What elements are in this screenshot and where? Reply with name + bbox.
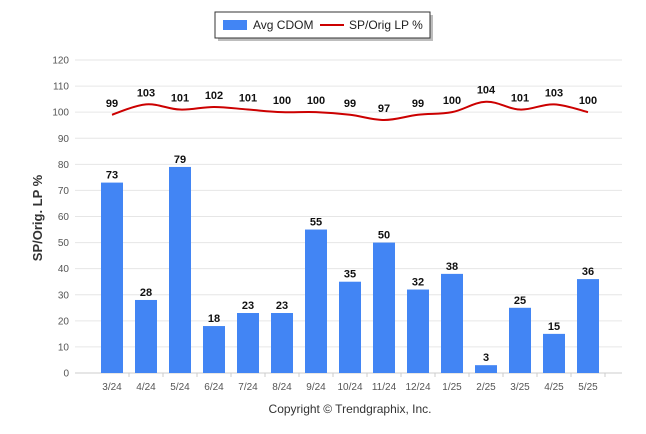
bar-4-25 <box>543 333 565 373</box>
bar-data-label: 25 <box>514 295 526 307</box>
line-data-label: 103 <box>137 87 155 99</box>
bar-2-25 <box>475 365 497 373</box>
line-data-label: 101 <box>511 93 529 105</box>
y-tick-label: 60 <box>58 212 70 223</box>
x-tick-label: 5/24 <box>170 382 190 393</box>
bar-series-avg-cdom: 73 28 79 18 23 23 55 35 50 32 38 3 25 15 36 <box>101 154 599 373</box>
bar-3-24 <box>101 182 123 373</box>
y-tick-label: 40 <box>58 264 70 275</box>
bar-data-label: 23 <box>242 300 254 312</box>
line-data-label: 99 <box>106 98 118 110</box>
bar-9-24 <box>305 229 327 373</box>
bar-data-label: 18 <box>208 313 220 325</box>
y-tick-label: 20 <box>58 316 70 327</box>
line-data-label: 103 <box>545 87 563 99</box>
bar-6-24 <box>203 326 225 373</box>
bar-7-24 <box>237 313 259 373</box>
y-tick-label: 0 <box>63 369 69 380</box>
bar-data-label: 3 <box>483 352 489 364</box>
series-line-sp-orig-lp <box>111 100 589 121</box>
bar-8-24 <box>271 313 293 373</box>
copyright-text: Copyright © Trendgraphix, Inc. <box>269 402 432 416</box>
bar-3-25 <box>509 307 531 373</box>
line-data-label: 100 <box>273 95 291 107</box>
bar-data-label: 35 <box>344 269 356 281</box>
y-tick-label: 10 <box>58 342 70 353</box>
y-tick-label: 50 <box>58 238 70 249</box>
y-tick-label: 110 <box>53 82 69 93</box>
bar-5-25 <box>577 279 599 373</box>
y-tick-label: 120 <box>52 56 69 67</box>
bar-data-label: 23 <box>276 300 288 312</box>
line-data-label: 104 <box>477 85 496 97</box>
y-tick-label: 90 <box>58 134 70 145</box>
legend-label-avg-cdom: Avg CDOM <box>253 18 313 32</box>
bar-data-label: 28 <box>140 287 152 299</box>
x-tick-label: 3/25 <box>510 382 530 393</box>
y-axis-ticks: 0 10 20 30 40 50 60 70 80 90 100 110 120 <box>52 56 69 380</box>
y-tick-label: 100 <box>52 108 69 119</box>
bar-data-label: 50 <box>378 230 390 242</box>
y-tick-label: 30 <box>58 290 70 301</box>
legend-label-sp-orig-lp: SP/Orig LP % <box>349 18 423 32</box>
legend-swatch-avg-cdom <box>223 20 247 30</box>
line-data-label: 100 <box>579 95 597 107</box>
bar-data-label: 79 <box>174 154 186 166</box>
line-data-label: 99 <box>412 98 424 110</box>
grid-layer <box>75 59 622 374</box>
bar-10-24 <box>339 281 361 373</box>
line-data-label: 101 <box>171 93 189 105</box>
y-tick-label: 70 <box>58 186 70 197</box>
x-tick-label: 9/24 <box>306 382 326 393</box>
bar-data-label: 55 <box>310 217 322 229</box>
line-data-label: 97 <box>378 103 390 115</box>
bar-data-label: 36 <box>582 266 594 278</box>
line-data-label: 102 <box>205 90 223 102</box>
x-tick-label: 7/24 <box>238 382 258 393</box>
bar-5-24 <box>169 166 191 373</box>
bar-12-24 <box>407 289 429 373</box>
bar-data-label: 32 <box>412 277 424 289</box>
bar-data-label: 73 <box>106 170 118 182</box>
bar-4-24 <box>135 299 157 373</box>
x-tick-label: 12/24 <box>405 382 430 393</box>
line-series-sp-orig-lp: 99 103 101 102 101 100 100 99 97 99 100 104 101 103 10… <box>106 85 597 121</box>
legend: Avg CDOM SP/Orig LP % <box>214 11 433 41</box>
bar-1-25 <box>441 273 463 373</box>
line-data-label: 101 <box>239 93 257 105</box>
line-data-label: 99 <box>344 98 356 110</box>
y-axis-title: SP/Orig. LP % <box>30 174 45 261</box>
x-axis-ticks: 3/24 4/24 5/24 6/24 7/24 8/24 9/24 10/24 11/24 12… <box>102 373 606 393</box>
x-tick-label: 6/24 <box>204 382 224 393</box>
x-tick-label: 2/25 <box>476 382 496 393</box>
bar-data-label: 15 <box>548 321 560 333</box>
y-tick-label: 80 <box>58 160 70 171</box>
line-data-label: 100 <box>443 95 461 107</box>
line-data-label: 100 <box>307 95 325 107</box>
x-tick-label: 5/25 <box>578 382 598 393</box>
bar-11-24 <box>373 242 395 373</box>
x-tick-label: 11/24 <box>372 382 397 393</box>
x-tick-label: 3/24 <box>102 382 122 393</box>
bar-data-label: 38 <box>446 261 458 273</box>
x-tick-label: 4/24 <box>136 382 156 393</box>
x-tick-label: 10/24 <box>337 382 362 393</box>
x-tick-label: 8/24 <box>272 382 292 393</box>
x-tick-label: 1/25 <box>442 382 462 393</box>
x-tick-label: 4/25 <box>544 382 564 393</box>
